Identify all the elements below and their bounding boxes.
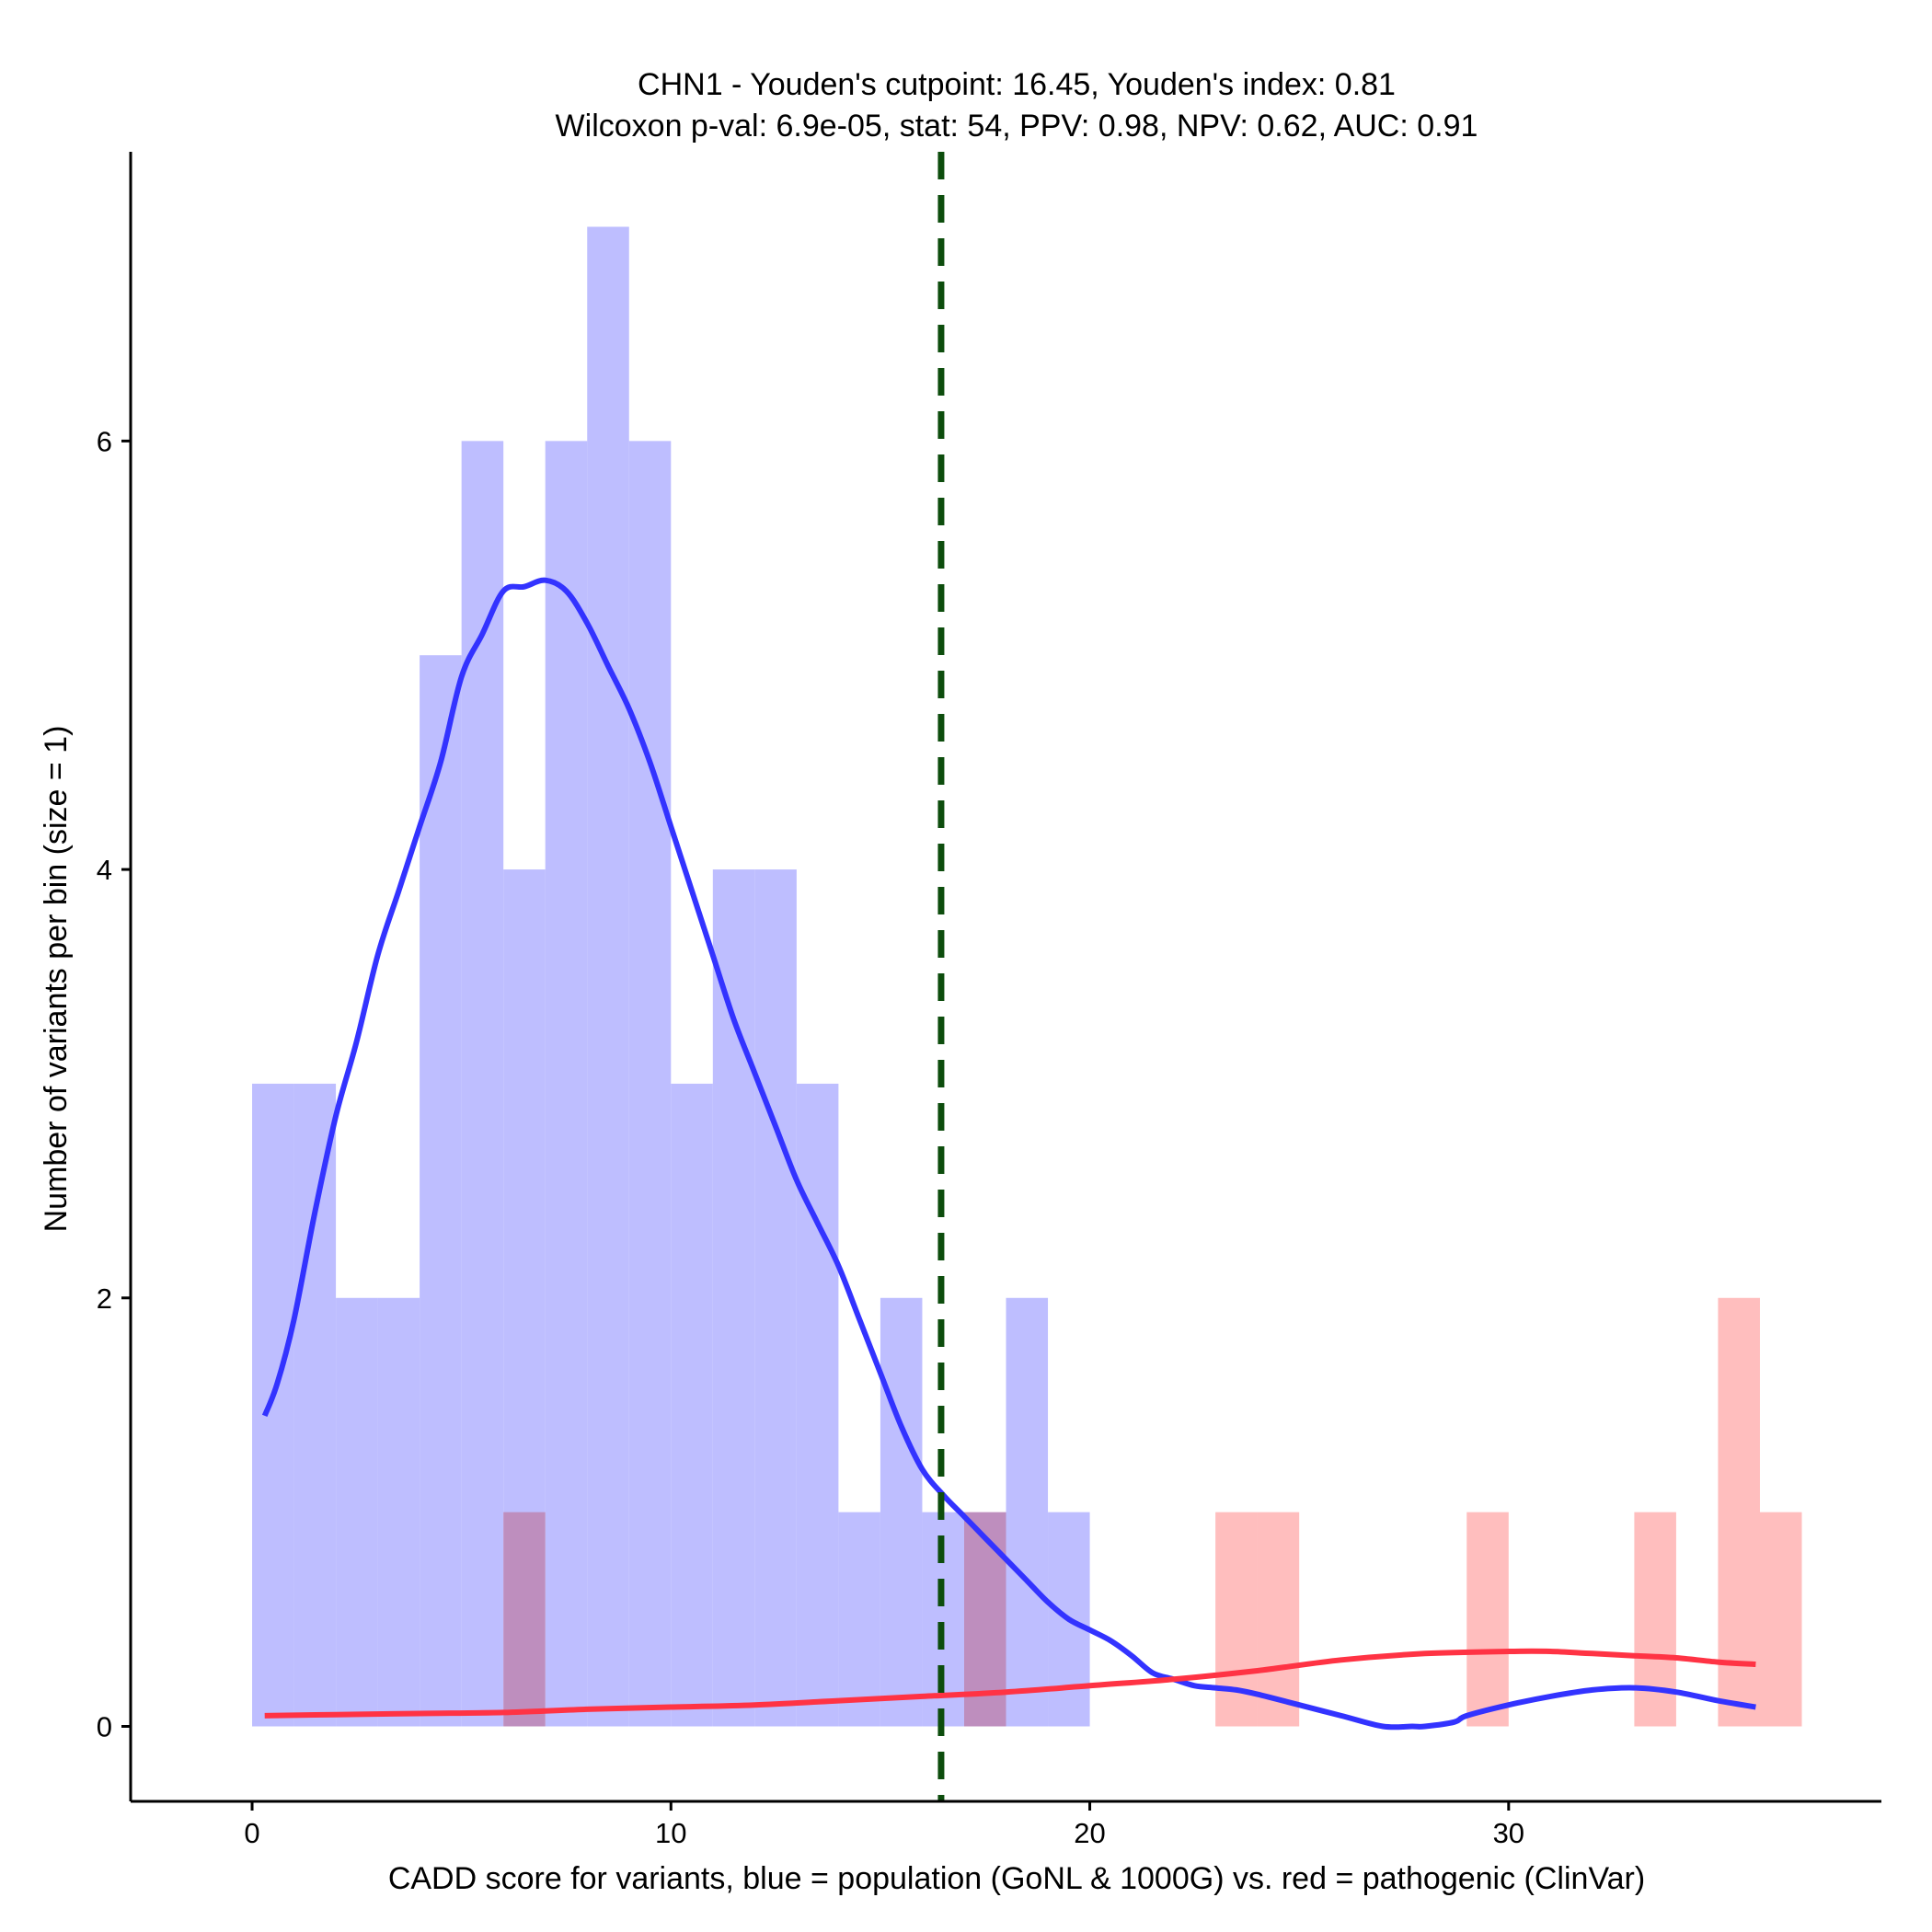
pathogenic-bar xyxy=(503,1512,546,1727)
population-bar xyxy=(754,869,797,1727)
population-bars xyxy=(252,226,1090,1727)
x-tick-label: 0 xyxy=(244,1817,259,1849)
pathogenic-density-curve xyxy=(264,1648,1756,1719)
y-tick-label: 6 xyxy=(97,425,112,457)
population-bar xyxy=(796,1083,839,1727)
population-bar xyxy=(336,1297,378,1727)
population-bar xyxy=(880,1297,923,1727)
y-tick-label: 4 xyxy=(97,854,112,886)
x-ticks: 0 10 20 30 xyxy=(244,1801,1524,1849)
y-tick-label: 0 xyxy=(97,1711,112,1743)
pathogenic-bar xyxy=(1466,1512,1509,1727)
population-bar xyxy=(1006,1297,1049,1727)
population-density-curve xyxy=(261,577,1756,1731)
x-tick-label: 30 xyxy=(1493,1817,1524,1849)
population-bar xyxy=(671,1083,713,1727)
x-axis-label: CADD score for variants, blue = populati… xyxy=(388,1861,1645,1896)
population-bar xyxy=(712,869,755,1727)
population-bar xyxy=(252,1083,294,1727)
population-bar xyxy=(628,441,672,1727)
population-bar xyxy=(293,1083,337,1727)
x-tick-label: 10 xyxy=(655,1817,686,1849)
x-tick-label: 20 xyxy=(1074,1817,1105,1849)
population-bar xyxy=(587,226,629,1727)
y-tick-label: 2 xyxy=(97,1282,112,1315)
pathogenic-bar xyxy=(1634,1512,1676,1727)
y-ticks: 0 2 4 6 xyxy=(97,425,131,1743)
plot-area xyxy=(252,152,1802,1801)
chart-title-line-1: CHN1 - Youden's cutpoint: 16.45, Youden'… xyxy=(638,67,1396,102)
y-axis-label: Number of variants per bin (size = 1) xyxy=(39,726,74,1233)
population-bar xyxy=(420,655,462,1727)
pathogenic-bar xyxy=(1718,1297,1760,1727)
population-bar xyxy=(838,1512,880,1727)
pathogenic-bar xyxy=(1257,1512,1300,1727)
pathogenic-bar xyxy=(1759,1512,1802,1727)
chart-title-line-2: Wilcoxon p-val: 6.9e-05, stat: 54, PPV: … xyxy=(556,109,1478,144)
population-bar xyxy=(377,1297,420,1727)
axes: 0 10 20 30 0 2 4 6 xyxy=(97,152,1881,1849)
population-bar xyxy=(545,441,588,1727)
